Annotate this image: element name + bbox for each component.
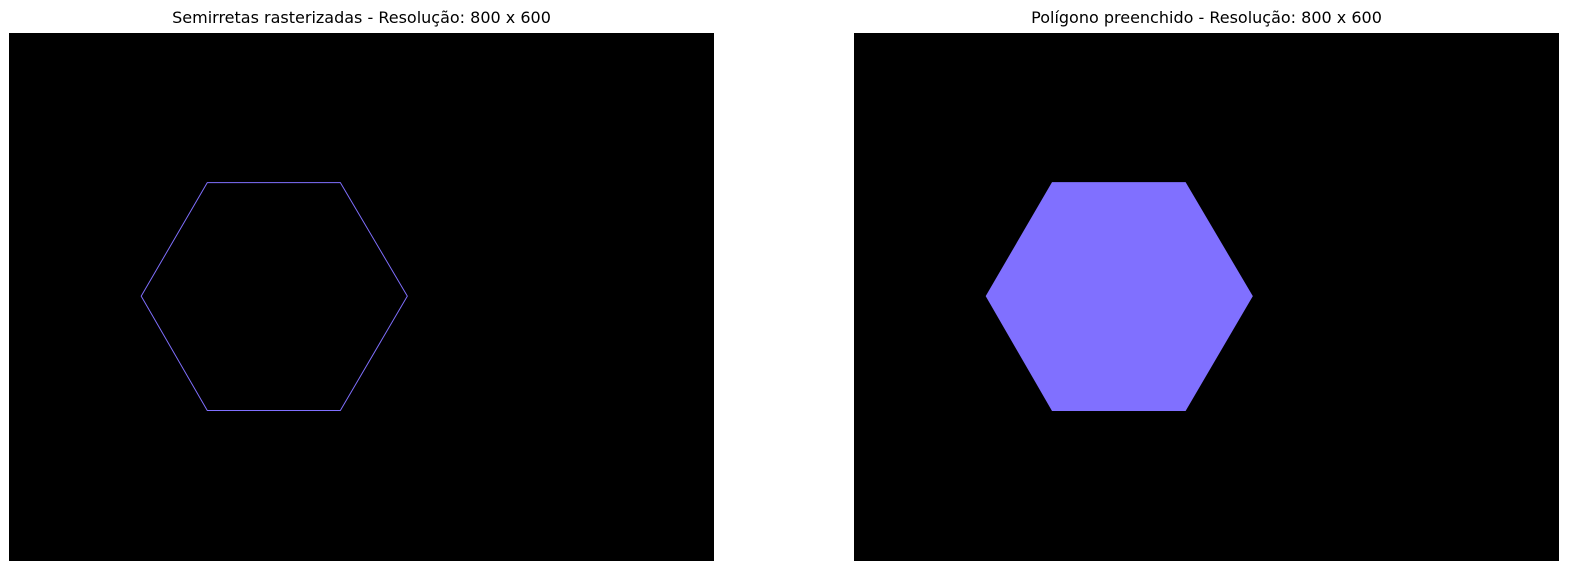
canvas-background <box>9 33 714 561</box>
hexagon-filled <box>985 182 1253 411</box>
right-panel-title: Polígono preenchido - Resolução: 800 x 6… <box>1031 8 1382 27</box>
left-panel: Semirretas rasterizadas - Resolução: 800… <box>9 0 714 571</box>
outline-canvas <box>9 33 714 561</box>
filled-canvas <box>854 33 1559 561</box>
hexagon-outline <box>140 182 408 412</box>
left-panel-title: Semirretas rasterizadas - Resolução: 800… <box>172 8 551 27</box>
right-panel: Polígono preenchido - Resolução: 800 x 6… <box>854 0 1559 571</box>
